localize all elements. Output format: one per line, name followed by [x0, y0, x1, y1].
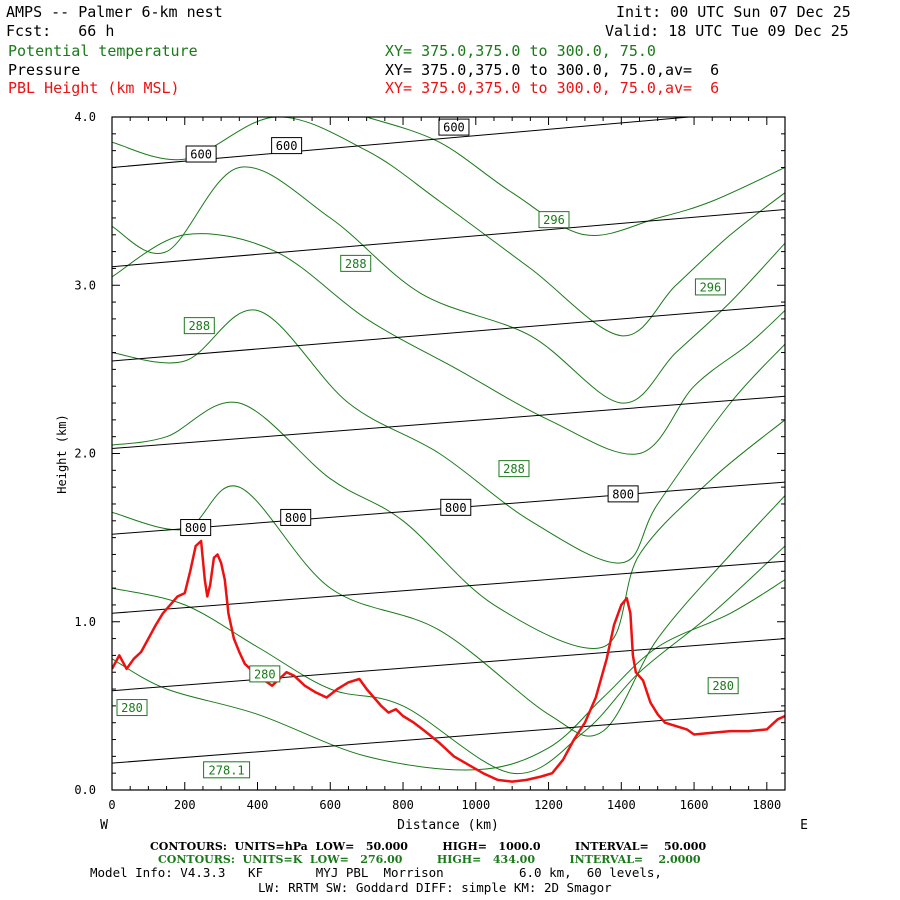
theta-contour-7 — [112, 117, 785, 337]
init-time: Init: 00 UTC Sun 07 Dec 25 — [616, 3, 851, 21]
pressure-contour-0 — [112, 710, 785, 764]
theta-label-5-box — [340, 254, 372, 272]
theta-label-0: 280 — [121, 701, 143, 715]
pressure-contour-6 — [112, 209, 785, 268]
theta-label-0-box — [116, 699, 148, 717]
theta-label-8-box — [694, 278, 726, 296]
pressure-contour-5 — [112, 304, 785, 362]
x-tick-label: 200 — [174, 798, 196, 812]
cross-section-chart: 280 280 280 278.1 288 288 288 296 296 800 800 800 80… — [55, 110, 808, 833]
west-label: W — [100, 818, 108, 833]
y-tick-label: 2.0 — [74, 447, 96, 461]
theta-contour-3 — [112, 401, 785, 649]
theta-contour-1 — [112, 545, 785, 774]
pressure-label-2: 800 — [445, 501, 467, 515]
legend-pbl-xy: XY= 375.0,375.0 to 300.0, 75.0,av= 6 — [385, 79, 720, 97]
x-axis-label: Distance (km) — [397, 818, 499, 833]
pressure-label-2-box — [440, 498, 472, 516]
x-tick-label: 0 — [108, 798, 115, 812]
theta-label-5: 288 — [345, 257, 367, 271]
footer-pressure-contours: CONTOURS: UNITS=hPa LOW= 50.000 HIGH= 10… — [150, 840, 707, 853]
theta-label-8: 296 — [700, 280, 722, 294]
pressure-label-4-box — [185, 145, 217, 163]
theta-label-3: 278.1 — [209, 763, 245, 777]
x-tick-label: 1800 — [752, 798, 781, 812]
theta-contour-2 — [112, 485, 785, 737]
pressure-label-0-box — [180, 519, 212, 537]
pressure-contour-4 — [112, 395, 785, 449]
y-tick-label: 0.0 — [74, 783, 96, 797]
x-tick-label: 1200 — [534, 798, 563, 812]
footer-physics: LW: RRTM SW: Goddard DIFF: simple KM: 2D… — [258, 880, 612, 895]
footer-model-info: Model Info: V4.3.3 KF MYJ PBL Morrison 6… — [90, 865, 662, 880]
legend-pbl-label: PBL Height (km MSL) — [8, 79, 180, 97]
x-tick-label: 400 — [247, 798, 269, 812]
theta-contour-4 — [112, 309, 785, 564]
pressure-contour-1 — [112, 638, 785, 692]
valid-time: Valid: 18 UTC Tue 09 Dec 25 — [605, 22, 849, 40]
plot-title: AMPS -- Palmer 6-km nest — [6, 3, 223, 21]
pressure-label-6-box — [438, 118, 470, 136]
theta-label-7-box — [538, 211, 570, 229]
legend-theta-label: Potential temperature — [8, 42, 198, 60]
pressure-label-5-box — [271, 137, 303, 155]
pressure-label-0: 800 — [185, 521, 207, 535]
pressure-label-5: 600 — [276, 139, 298, 153]
pbl-series — [112, 539, 785, 783]
x-tick-label: 600 — [319, 798, 341, 812]
pressure-label-4: 600 — [190, 148, 212, 162]
y-tick-label: 3.0 — [74, 278, 96, 292]
theta-contour-0 — [112, 579, 785, 771]
pressure-contour-7 — [112, 117, 695, 168]
pressure-contour-2 — [112, 560, 785, 614]
theta-label-6: 288 — [503, 462, 525, 476]
pressure-contours — [112, 117, 785, 764]
pressure-label-3: 800 — [612, 487, 634, 501]
contour-labels: 280 280 280 278.1 288 288 288 296 296 800 800 800 80… — [116, 118, 739, 779]
theta-contours — [112, 117, 785, 774]
legend-pressure-label: Pressure — [8, 61, 81, 79]
legend-theta-xy: XY= 375.0,375.0 to 300.0, 75.0 — [385, 42, 656, 60]
theta-label-1: 280 — [712, 679, 734, 693]
y-axis-label: Height (km) — [55, 414, 69, 493]
y-tick-label: 4.0 — [74, 110, 96, 124]
x-tick-label: 1600 — [680, 798, 709, 812]
theta-label-2-box — [249, 665, 281, 683]
x-tick-label: 800 — [392, 798, 414, 812]
y-tick-label: 1.0 — [74, 615, 96, 629]
pressure-label-1-box — [280, 508, 312, 526]
forecast-hour: Fcst: 66 h — [6, 22, 115, 40]
pressure-label-1: 800 — [285, 511, 307, 525]
theta-label-7: 296 — [543, 213, 565, 227]
theta-label-1-box — [707, 677, 739, 695]
axes: 0 200 400 600 800 1000 1200 1400 1600 1800 0.0 1.0 2… — [74, 110, 786, 812]
theta-contour-5 — [112, 233, 785, 455]
theta-contour-6 — [112, 166, 785, 404]
theta-label-3-box — [203, 761, 251, 779]
pressure-label-6: 600 — [443, 121, 465, 135]
theta-label-2: 280 — [254, 667, 276, 681]
x-tick-label: 1000 — [461, 798, 490, 812]
theta-label-6-box — [498, 460, 530, 478]
legend-pressure-xy: XY= 375.0,375.0 to 300.0, 75.0,av= 6 — [385, 61, 720, 79]
x-tick-label: 1400 — [607, 798, 636, 812]
theta-contour-8 — [366, 117, 785, 237]
footer-theta-contours: CONTOURS: UNITS=K LOW= 276.00 HIGH= 434.… — [158, 853, 701, 866]
pbl-height-line — [112, 539, 785, 783]
east-label: E — [800, 818, 808, 833]
theta-label-4: 288 — [188, 319, 210, 333]
theta-label-4-box — [183, 317, 215, 335]
pressure-label-3-box — [607, 485, 639, 503]
